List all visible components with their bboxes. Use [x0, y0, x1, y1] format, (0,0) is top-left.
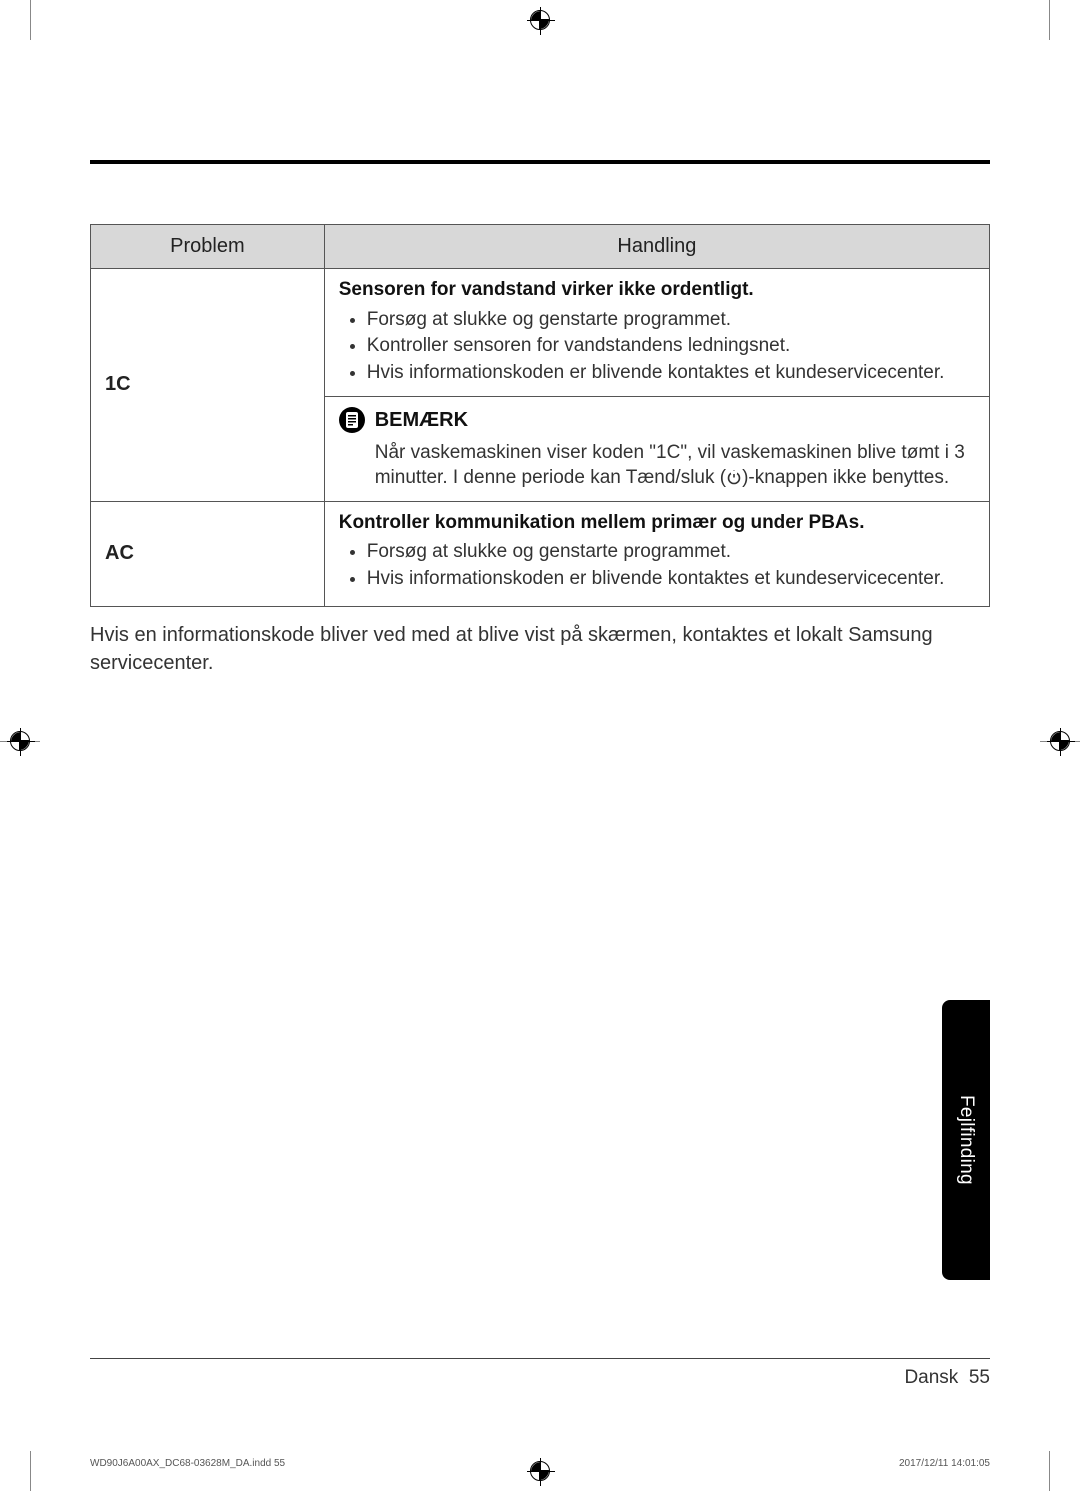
note-header: BEMÆRK [339, 407, 975, 434]
footer-language: Dansk [904, 1367, 958, 1388]
registration-mark-icon [530, 10, 550, 30]
crop-mark [30, 1451, 31, 1491]
note-label: BEMÆRK [375, 407, 468, 434]
action-bullets: Forsøg at slukke og genstarte programmet… [367, 307, 975, 386]
list-item: Hvis informationskoden er blivende konta… [367, 360, 975, 386]
note-body: Når vaskemaskinen viser koden "1C", vil … [375, 440, 975, 493]
list-item: Kontroller sensoren for vandstandens led… [367, 333, 975, 359]
power-icon [726, 467, 742, 493]
section-rule [90, 160, 990, 164]
error-action-cell: Kontroller kommunikation mellem primær o… [324, 501, 989, 606]
list-item: Hvis informationskoden er blivende konta… [367, 566, 975, 592]
registration-mark-icon [530, 1461, 550, 1481]
action-heading: Kontroller kommunikation mellem primær o… [339, 510, 975, 536]
registration-mark-icon [1050, 731, 1070, 751]
section-tab: Fejlfinding [942, 1000, 990, 1280]
section-tab-label: Fejlfinding [955, 1095, 977, 1185]
note-text-post: )-knappen ikke benyttes. [742, 467, 949, 488]
crop-mark [1049, 1451, 1050, 1491]
note-icon [339, 407, 365, 433]
crop-mark [30, 0, 31, 40]
print-meta-left: WD90J6A00AX_DC68-03628M_DA.indd 55 [90, 1458, 285, 1469]
registration-mark-icon [10, 731, 30, 751]
list-item: Forsøg at slukke og genstarte programmet… [367, 539, 975, 565]
error-action-cell: Sensoren for vandstand virker ikke orden… [324, 269, 989, 502]
action-heading: Sensoren for vandstand virker ikke orden… [339, 277, 975, 303]
page-content: Problem Handling 1C Sensoren for vandsta… [90, 60, 990, 1431]
print-meta-right: 2017/12/11 14:01:05 [899, 1458, 990, 1469]
inner-divider [325, 396, 989, 397]
table-row: 1C Sensoren for vandstand virker ikke or… [91, 269, 990, 502]
crop-mark [1049, 0, 1050, 40]
info-codes-table: Problem Handling 1C Sensoren for vandsta… [90, 224, 990, 607]
footer-page-number: 55 [969, 1367, 990, 1388]
action-bullets: Forsøg at slukke og genstarte programmet… [367, 539, 975, 591]
table-row: AC Kontroller kommunikation mellem primæ… [91, 501, 990, 606]
footer-rule [90, 1358, 990, 1359]
list-item: Forsøg at slukke og genstarte programmet… [367, 307, 975, 333]
error-code: 1C [91, 269, 325, 502]
page-footer: Dansk 55 [904, 1367, 990, 1389]
table-header-problem: Problem [91, 225, 325, 269]
post-table-paragraph: Hvis en informationskode bliver ved med … [90, 621, 990, 677]
table-header-action: Handling [324, 225, 989, 269]
error-code: AC [91, 501, 325, 606]
